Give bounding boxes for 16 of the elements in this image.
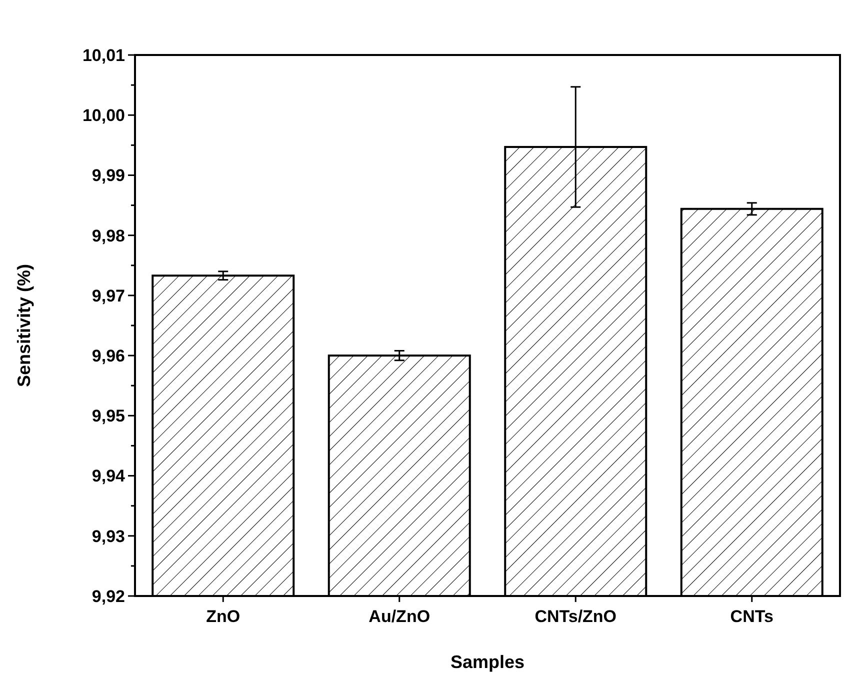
y-tick-label: 9,96	[92, 346, 125, 366]
x-tick-label: CNTs	[730, 607, 774, 626]
y-tick-label: 9,98	[92, 226, 125, 246]
x-tick-label: ZnO	[206, 607, 240, 626]
x-axis-title: Samples	[450, 652, 525, 672]
y-tick-label: 9,92	[92, 586, 125, 606]
x-tick-label: Au/ZnO	[368, 607, 430, 626]
y-tick-label: 9,97	[92, 286, 125, 306]
y-tick-label: 10,00	[82, 106, 125, 126]
y-axis-title: Sensitivity (%)	[14, 264, 34, 388]
y-tick-label: 9,99	[92, 166, 125, 186]
y-tick-label: 10,01	[82, 46, 125, 65]
y-tick-label: 9,93	[92, 526, 125, 546]
x-tick-label: CNTs/ZnO	[534, 607, 617, 626]
y-tick-label: 9,94	[92, 466, 126, 486]
y-tick-label: 9,95	[92, 406, 125, 426]
